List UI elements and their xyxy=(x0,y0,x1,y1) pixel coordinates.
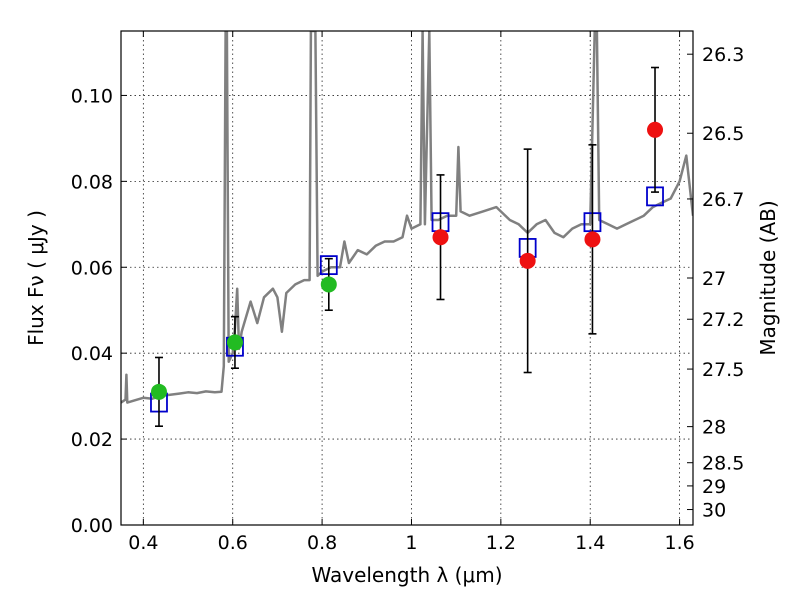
x-axis-title: Wavelength λ (μm) xyxy=(311,563,502,587)
x-tick-label: 0.6 xyxy=(218,532,248,554)
y-tick-label: 0.00 xyxy=(71,515,113,537)
x-tick-label: 1.4 xyxy=(575,532,605,554)
x-tick-label: 0.8 xyxy=(307,532,337,554)
mag-tick-label: 26.7 xyxy=(702,189,744,211)
axes: 0.4 0.6 0.8 1 1.2 1.4 1.6 0.00 0.02 0.04 0.06 0.08 0… xyxy=(71,31,744,554)
mag-tick-label: 27.5 xyxy=(702,359,744,381)
observed-flux-point xyxy=(320,276,337,293)
observed-flux-point xyxy=(584,231,601,248)
y-tick-label: 0.10 xyxy=(71,85,113,107)
mag-tick-label: 27.2 xyxy=(702,309,744,331)
mag-tick-label: 28 xyxy=(702,417,726,439)
y-tick-label: 0.08 xyxy=(71,171,113,193)
mag-tick-label: 27 xyxy=(702,268,726,290)
observed-flux-point xyxy=(519,252,536,269)
observed-flux-point xyxy=(432,229,449,246)
x-tick-label: 0.4 xyxy=(128,532,158,554)
mag-tick-label: 26.3 xyxy=(702,44,744,66)
right-axis-title: Magnitude (AB) xyxy=(756,200,780,355)
y-axis-title: Flux Fν ( μJy ) xyxy=(24,210,48,346)
x-tick-label: 1 xyxy=(405,532,417,554)
mag-tick-label: 26.5 xyxy=(702,123,744,145)
x-tick-label: 1.2 xyxy=(486,532,516,554)
observed-flux-point xyxy=(647,121,664,138)
observed-flux-point xyxy=(150,383,167,400)
mag-tick-label: 29 xyxy=(702,476,726,498)
plot-area xyxy=(121,31,693,428)
observed-flux-point xyxy=(226,334,243,351)
y-tick-label: 0.06 xyxy=(71,257,113,279)
x-tick-label: 1.6 xyxy=(664,532,694,554)
y-tick-label: 0.02 xyxy=(71,429,113,451)
sed-model-line xyxy=(121,31,693,404)
mag-tick-label: 30 xyxy=(702,500,726,522)
y-tick-label: 0.04 xyxy=(71,343,113,365)
mag-tick-label: 28.5 xyxy=(702,453,744,475)
